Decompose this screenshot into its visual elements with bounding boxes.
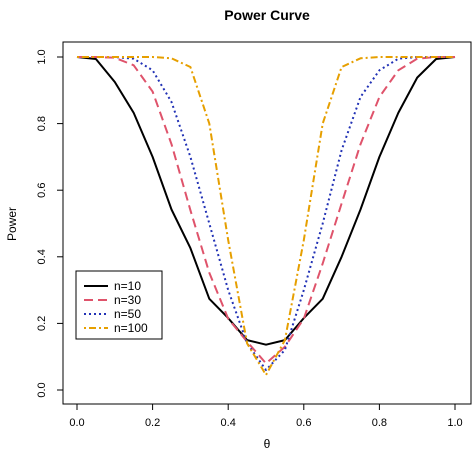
legend: n=10n=30n=50n=100 — [75, 270, 163, 340]
y-tick-label: 0.0 — [36, 382, 48, 397]
x-axis-label: θ — [264, 437, 271, 451]
y-tick-label: 0.8 — [36, 116, 48, 131]
series-line-n-100 — [77, 56, 455, 376]
y-axis-label: Power — [5, 207, 19, 241]
y-tick-label: 0.6 — [36, 183, 48, 198]
legend-box — [75, 270, 163, 340]
legend-label-n-100: n=100 — [114, 321, 148, 335]
y-tick-label: 0.2 — [36, 316, 48, 331]
series-layer — [76, 56, 456, 376]
chart-title: Power Curve — [224, 7, 310, 23]
x-tick-label: 0.0 — [69, 417, 84, 429]
legend-label-n-50: n=50 — [114, 307, 141, 321]
y-axis: 0.0 0.2 0.4 0.6 0.8 1.0 — [36, 49, 64, 398]
x-tick-label: 0.6 — [296, 417, 311, 429]
series-line-n-30 — [77, 56, 455, 365]
legend-label-n-30: n=30 — [114, 293, 141, 307]
legend-label-n-10: n=10 — [114, 279, 141, 293]
x-tick-label: 0.8 — [372, 417, 387, 429]
x-tick-label: 0.4 — [221, 417, 236, 429]
series-line-n-50 — [77, 56, 455, 371]
x-axis: 0.0 0.2 0.4 0.6 0.8 1.0 — [69, 403, 463, 429]
series-line-n-10 — [76, 56, 456, 346]
y-tick-label: 1.0 — [36, 49, 48, 64]
x-tick-label: 1.0 — [447, 417, 462, 429]
x-tick-label: 0.2 — [145, 417, 160, 429]
y-tick-label: 0.4 — [36, 249, 48, 264]
